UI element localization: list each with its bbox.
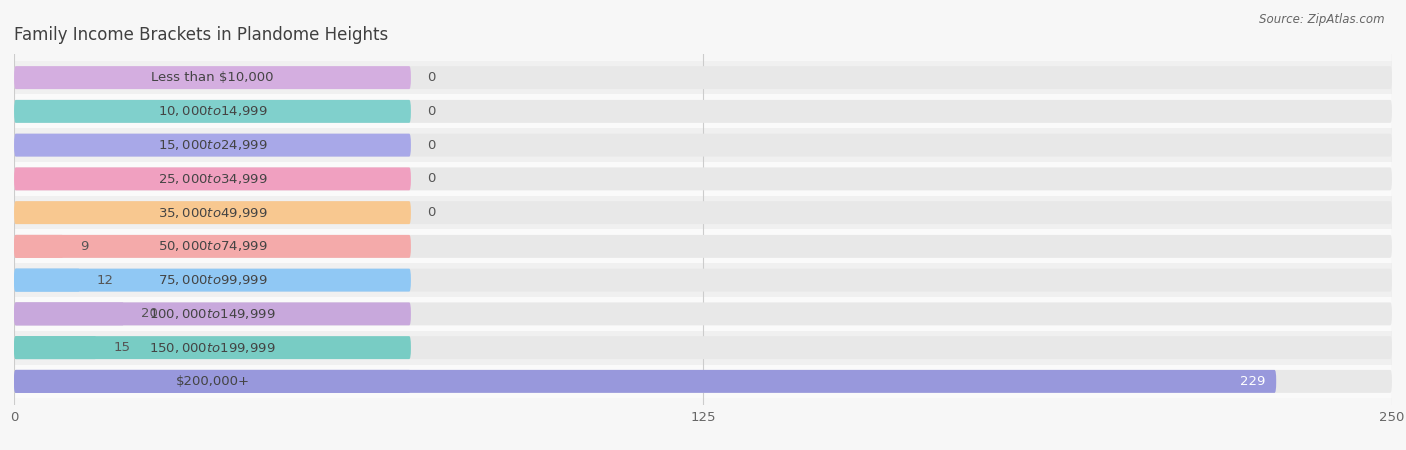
FancyBboxPatch shape [14,302,124,325]
FancyBboxPatch shape [14,370,411,393]
Text: $200,000+: $200,000+ [176,375,249,388]
FancyBboxPatch shape [14,331,1392,364]
FancyBboxPatch shape [14,336,411,359]
FancyBboxPatch shape [14,100,411,123]
Text: 12: 12 [97,274,114,287]
Text: Family Income Brackets in Plandome Heights: Family Income Brackets in Plandome Heigh… [14,26,388,44]
Text: $35,000 to $49,999: $35,000 to $49,999 [157,206,267,220]
FancyBboxPatch shape [14,269,1392,292]
FancyBboxPatch shape [14,235,63,258]
FancyBboxPatch shape [14,302,411,325]
Text: $15,000 to $24,999: $15,000 to $24,999 [157,138,267,152]
FancyBboxPatch shape [14,336,1392,359]
Text: 9: 9 [80,240,89,253]
FancyBboxPatch shape [14,66,1392,89]
Text: 20: 20 [141,307,157,320]
Text: 15: 15 [114,341,131,354]
Text: Source: ZipAtlas.com: Source: ZipAtlas.com [1260,14,1385,27]
FancyBboxPatch shape [14,269,80,292]
FancyBboxPatch shape [14,364,1392,398]
Text: 0: 0 [427,206,436,219]
Text: 0: 0 [427,172,436,185]
FancyBboxPatch shape [14,134,411,157]
FancyBboxPatch shape [14,128,1392,162]
FancyBboxPatch shape [14,302,1392,325]
Text: 0: 0 [427,139,436,152]
FancyBboxPatch shape [14,235,411,258]
FancyBboxPatch shape [14,230,1392,263]
FancyBboxPatch shape [14,235,1392,258]
Text: $25,000 to $34,999: $25,000 to $34,999 [157,172,267,186]
FancyBboxPatch shape [14,269,411,292]
Text: 0: 0 [427,71,436,84]
Text: $100,000 to $149,999: $100,000 to $149,999 [149,307,276,321]
FancyBboxPatch shape [14,94,1392,128]
FancyBboxPatch shape [14,297,1392,331]
FancyBboxPatch shape [14,167,411,190]
FancyBboxPatch shape [14,134,1392,157]
FancyBboxPatch shape [14,162,1392,196]
FancyBboxPatch shape [14,370,1392,393]
FancyBboxPatch shape [14,201,411,224]
FancyBboxPatch shape [14,61,1392,94]
Text: 0: 0 [427,105,436,118]
FancyBboxPatch shape [14,336,97,359]
Text: $75,000 to $99,999: $75,000 to $99,999 [157,273,267,287]
Text: Less than $10,000: Less than $10,000 [152,71,274,84]
Text: $50,000 to $74,999: $50,000 to $74,999 [157,239,267,253]
FancyBboxPatch shape [14,167,1392,190]
Text: 229: 229 [1240,375,1265,388]
FancyBboxPatch shape [14,196,1392,230]
Text: $10,000 to $14,999: $10,000 to $14,999 [157,104,267,118]
FancyBboxPatch shape [14,370,1277,393]
FancyBboxPatch shape [14,201,1392,224]
FancyBboxPatch shape [14,66,411,89]
FancyBboxPatch shape [14,263,1392,297]
Text: $150,000 to $199,999: $150,000 to $199,999 [149,341,276,355]
FancyBboxPatch shape [14,100,1392,123]
